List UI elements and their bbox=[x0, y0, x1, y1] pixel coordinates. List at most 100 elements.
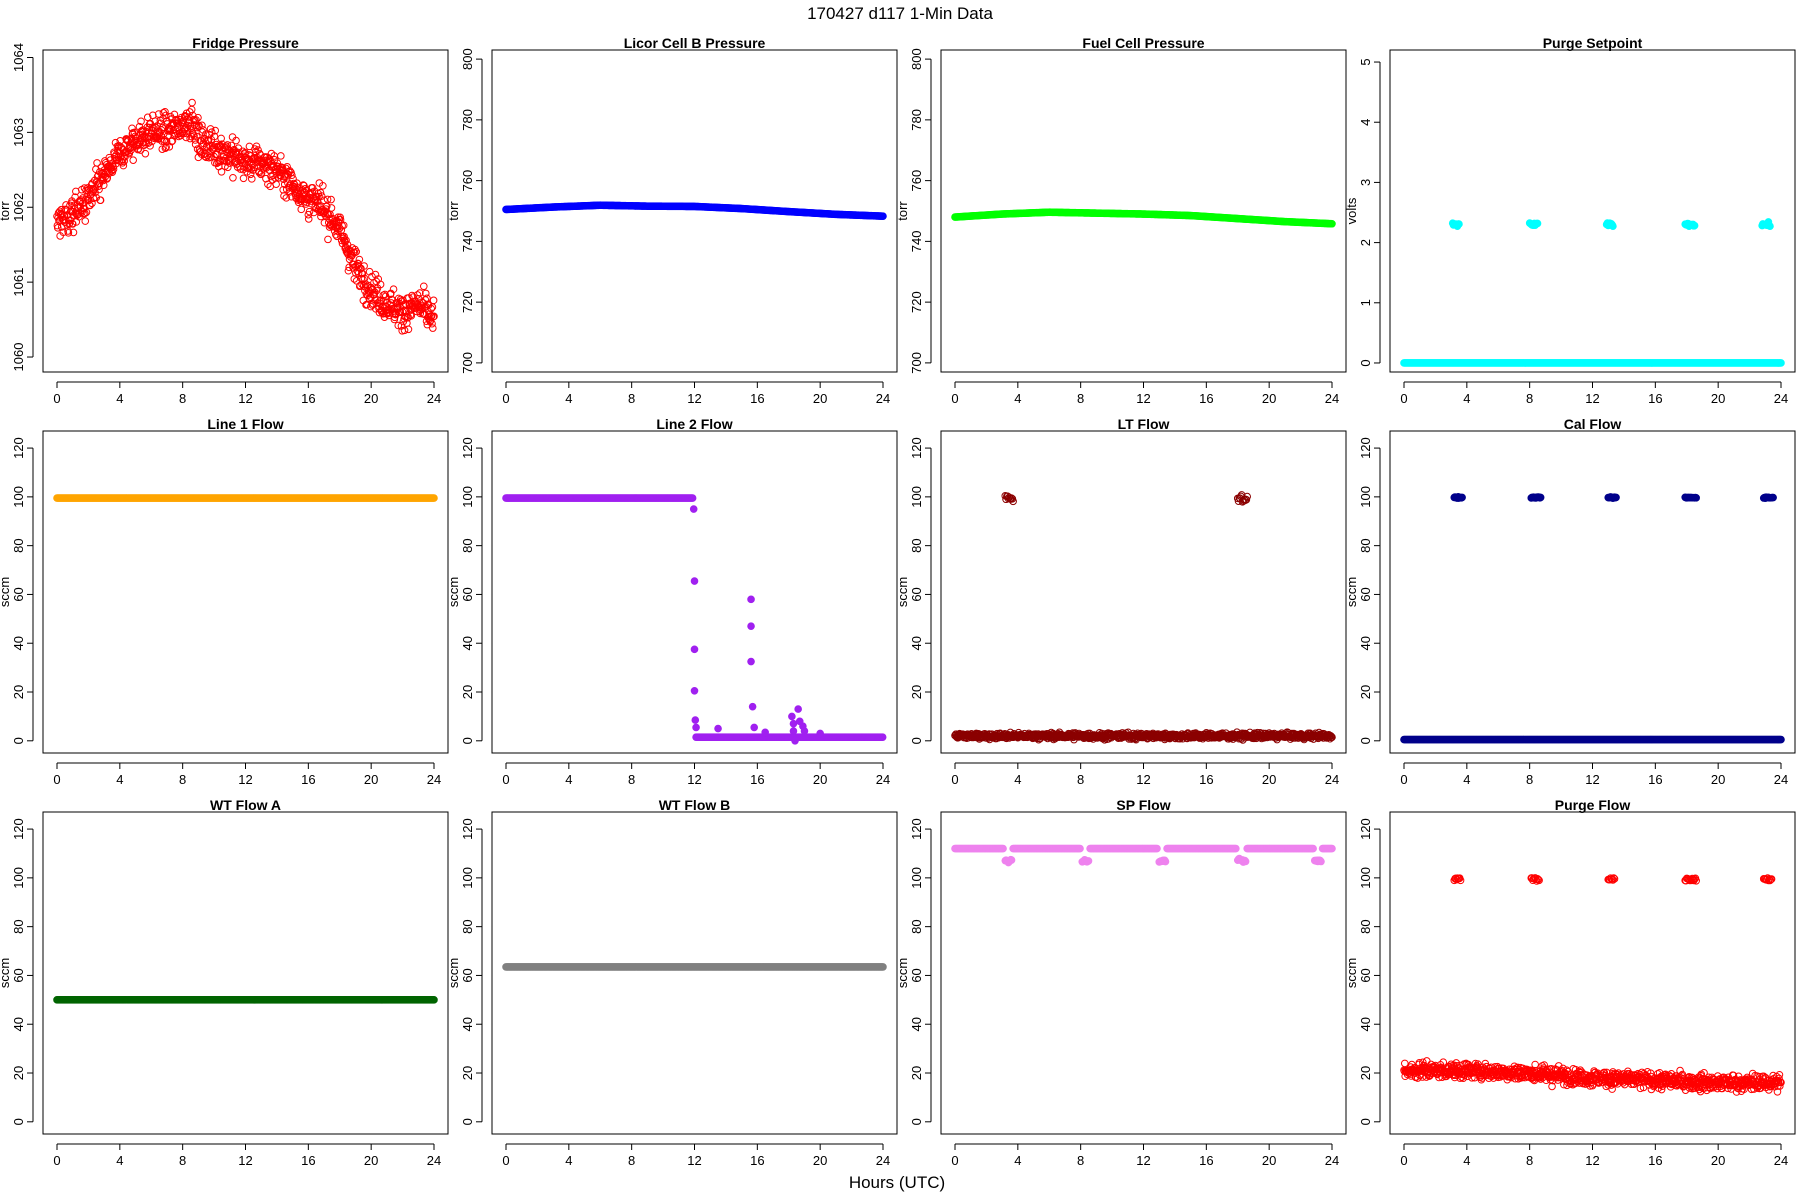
x-tick-label: 24 bbox=[427, 391, 441, 406]
y-tick-label: 100 bbox=[11, 867, 26, 889]
x-tick-label: 24 bbox=[427, 772, 441, 787]
data-point bbox=[401, 300, 410, 308]
data-point bbox=[286, 167, 294, 175]
data-point bbox=[1328, 219, 1336, 228]
y-tick-label: 20 bbox=[460, 685, 475, 699]
data-point bbox=[206, 125, 215, 133]
x-tick-label: 16 bbox=[301, 391, 315, 406]
data-point bbox=[419, 282, 428, 291]
x-tick-label: 20 bbox=[813, 772, 827, 787]
y-tick-label: 80 bbox=[11, 919, 26, 933]
x-tick-label: 8 bbox=[179, 1153, 186, 1168]
x-tick-label: 20 bbox=[813, 391, 827, 406]
data-point bbox=[1690, 221, 1699, 230]
data-point bbox=[99, 181, 108, 190]
data-point bbox=[205, 130, 214, 139]
data-point bbox=[82, 208, 91, 217]
data-point bbox=[1536, 493, 1545, 502]
outlier-point bbox=[690, 687, 699, 695]
x-tick-label: 4 bbox=[565, 391, 572, 406]
data-point bbox=[77, 196, 85, 204]
outlier-point bbox=[690, 645, 699, 654]
x-tick-label: 24 bbox=[876, 772, 890, 787]
data-point bbox=[217, 167, 226, 176]
data-point bbox=[158, 145, 167, 153]
y-tick-label: 0 bbox=[11, 1118, 26, 1125]
y-axis-label: sccm bbox=[446, 577, 461, 607]
data-point bbox=[323, 195, 332, 204]
x-tick-label: 0 bbox=[1400, 391, 1407, 406]
data-point bbox=[299, 181, 308, 189]
y-tick-label: 120 bbox=[11, 818, 26, 840]
x-tick-label: 16 bbox=[301, 772, 315, 787]
outlier-point bbox=[747, 622, 755, 630]
data-point bbox=[359, 282, 368, 290]
x-tick-label: 20 bbox=[1711, 391, 1725, 406]
x-tick-label: 4 bbox=[1014, 772, 1021, 787]
y-tick-label: 0 bbox=[11, 737, 26, 744]
x-tick-label: 4 bbox=[1463, 772, 1470, 787]
data-point bbox=[1612, 493, 1620, 502]
y-axis-label: sccm bbox=[895, 577, 910, 607]
data-point bbox=[247, 175, 256, 183]
data-point bbox=[252, 142, 261, 151]
x-tick-label: 16 bbox=[1199, 772, 1213, 787]
series-points bbox=[53, 996, 438, 1004]
x-tick-label: 16 bbox=[301, 1153, 315, 1168]
x-tick-label: 8 bbox=[1526, 772, 1533, 787]
outlier-point bbox=[789, 719, 798, 728]
y-tick-label: 80 bbox=[909, 538, 924, 552]
outlier-point bbox=[691, 716, 700, 724]
data-point bbox=[1777, 359, 1785, 367]
y-tick-label: 120 bbox=[460, 437, 475, 459]
data-point bbox=[166, 112, 175, 121]
x-tick-label: 4 bbox=[565, 772, 572, 787]
data-point bbox=[427, 304, 436, 313]
x-tick-label: 0 bbox=[951, 772, 958, 787]
data-point bbox=[879, 212, 887, 220]
series-points bbox=[951, 491, 1336, 744]
data-point bbox=[350, 248, 359, 257]
x-axis: 0 4 8 12 16 20 24 bbox=[502, 381, 890, 406]
x-tick-label: 20 bbox=[364, 1153, 378, 1168]
y-tick-label: 740 bbox=[909, 231, 924, 253]
y-tick-label: 5 bbox=[1358, 58, 1373, 65]
data-point bbox=[81, 217, 90, 225]
figure-x-axis-label: Hours (UTC) bbox=[849, 1173, 945, 1192]
x-tick-label: 12 bbox=[1136, 772, 1150, 787]
y-tick-label: 100 bbox=[1358, 486, 1373, 508]
data-point bbox=[878, 733, 887, 741]
data-point bbox=[170, 110, 179, 119]
data-point bbox=[297, 205, 306, 214]
y-tick-label: 60 bbox=[909, 587, 924, 601]
data-point bbox=[360, 274, 369, 283]
y-tick-label: 20 bbox=[11, 1066, 26, 1080]
data-point bbox=[404, 313, 412, 321]
outlier-point bbox=[689, 505, 698, 513]
y-tick-label: 0 bbox=[460, 737, 475, 744]
data-point bbox=[350, 260, 358, 269]
y-tick-label: 100 bbox=[460, 486, 475, 508]
data-point bbox=[202, 153, 211, 162]
figure-title: 170427 d117 1-Min Data bbox=[807, 4, 993, 23]
data-point bbox=[148, 123, 157, 132]
y-tick-label: 100 bbox=[11, 486, 26, 508]
series-points bbox=[53, 98, 438, 335]
series-points bbox=[53, 494, 438, 502]
data-point bbox=[360, 262, 368, 270]
y-tick-label: 1 bbox=[1358, 299, 1373, 306]
data-point bbox=[327, 204, 336, 212]
data-point bbox=[1609, 222, 1617, 231]
x-tick-label: 4 bbox=[1014, 391, 1021, 406]
y-tick-label: 60 bbox=[11, 587, 26, 601]
data-point bbox=[93, 159, 101, 167]
data-point bbox=[127, 146, 135, 155]
